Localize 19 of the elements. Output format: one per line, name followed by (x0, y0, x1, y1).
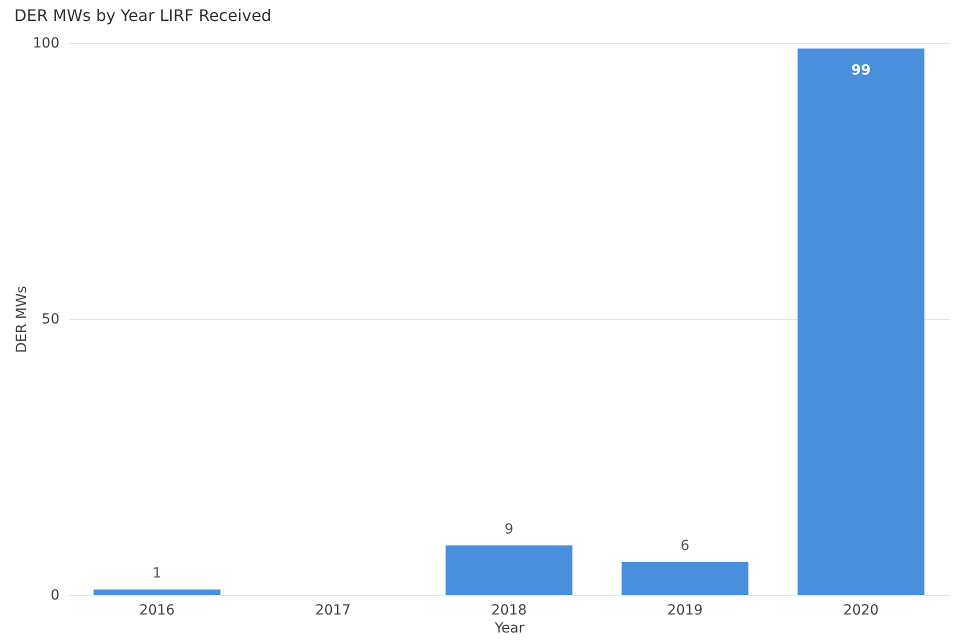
bar (798, 48, 924, 595)
chart-title: DER MWs by Year LIRF Received (14, 6, 272, 25)
x-tick-label: 2017 (315, 602, 351, 618)
data-label: 99 (851, 62, 871, 79)
data-label: 6 (680, 538, 690, 554)
bar (94, 589, 220, 595)
data-label: 1 (152, 565, 162, 582)
x-axis-title: Year (494, 620, 525, 636)
bar (446, 545, 572, 595)
x-tick-label: 2020 (843, 602, 879, 618)
y-tick-label: 0 (50, 588, 60, 604)
x-tick-label: 2016 (139, 602, 175, 618)
x-tick-label: 2018 (491, 602, 527, 618)
y-tick-label: 50 (42, 312, 60, 328)
data-label: 9 (504, 521, 514, 538)
y-axis-title: DER MWs (14, 286, 30, 354)
y-tick-label: 100 (32, 36, 60, 52)
bar (622, 562, 748, 595)
x-tick-label: 2019 (667, 602, 703, 618)
